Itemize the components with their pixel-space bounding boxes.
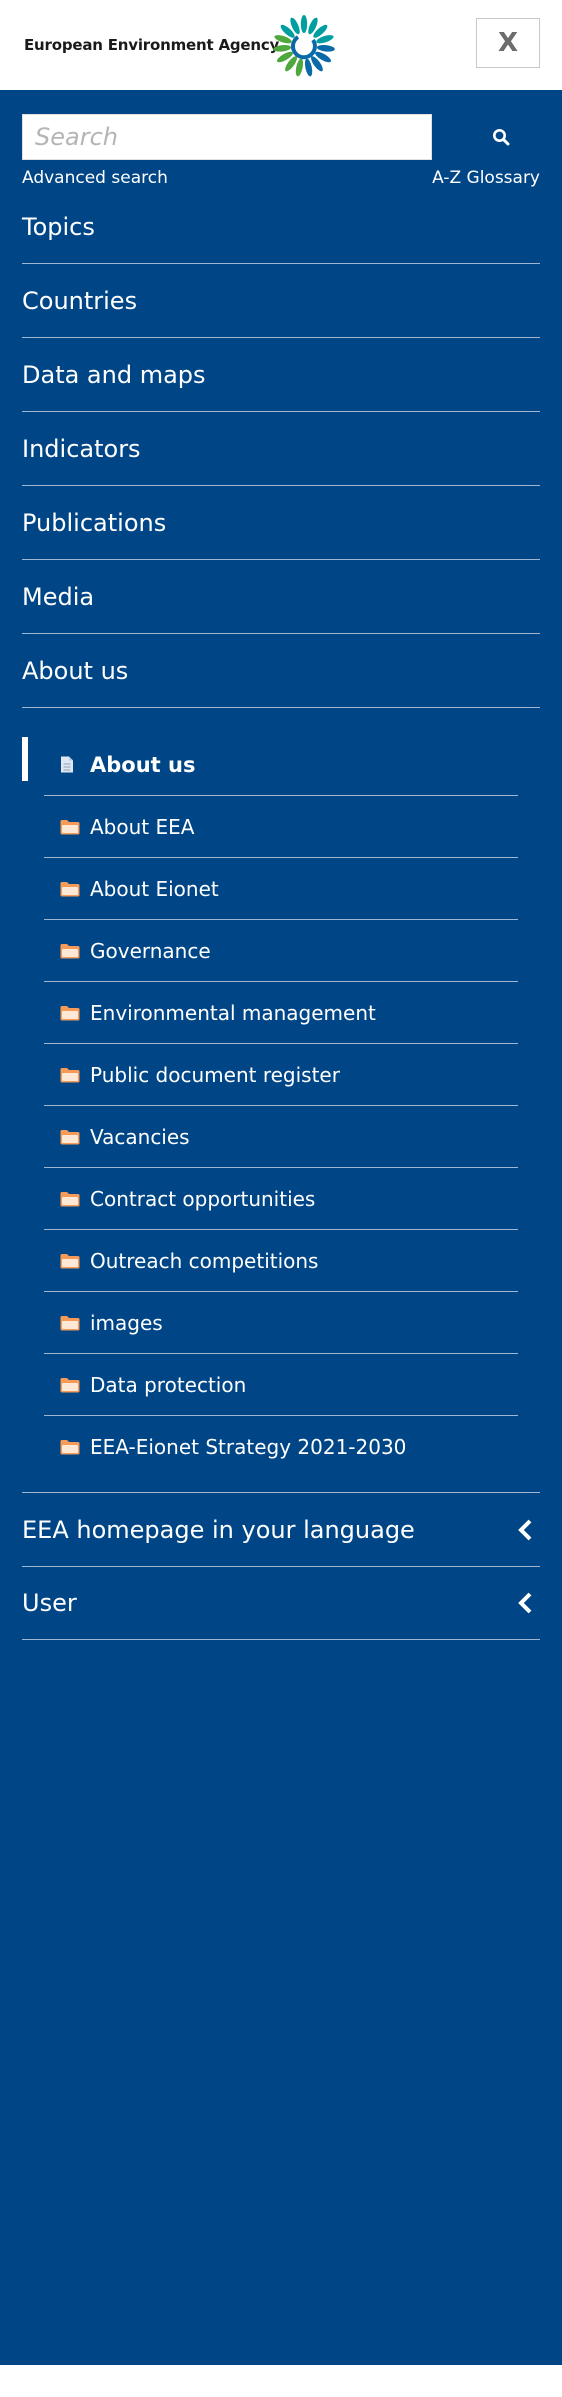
subnav-item-environmental-management[interactable]: Environmental management [44,982,518,1044]
nav-item-label: About us [22,656,129,685]
document-icon [60,756,82,774]
subnav-item-label: images [90,1310,163,1335]
page-footer-strip [0,2365,562,2397]
subnav-item-about-eea[interactable]: About EEA [44,796,518,858]
subnav-item-label: Public document register [90,1062,340,1087]
subnav-item-label: EEA-Eionet Strategy 2021-2030 [90,1435,407,1459]
chevron-left-icon[interactable] [516,1518,534,1542]
subnav-item-about-us[interactable]: About us [44,734,518,796]
folder-icon [60,880,82,898]
advanced-search-link[interactable]: Advanced search [22,168,168,188]
close-menu-button[interactable]: X [476,18,540,68]
nav-item-label: Topics [22,212,95,241]
search-bar [22,114,540,162]
main-nav: Topics Countries Data and maps Indicator… [22,190,540,708]
nav-item-label: Publications [22,508,167,537]
subnav-item-images[interactable]: images [44,1292,518,1354]
nav-item-eea-homepage-language[interactable]: EEA homepage in your language [22,1492,540,1566]
subnav-item-label: About EEA [90,814,195,839]
logo-text[interactable]: European Environment Agency [24,36,280,54]
subnav-item-label: Contract opportunities [90,1186,316,1211]
folder-icon [60,1066,82,1084]
folder-icon [60,1004,82,1022]
subnav-item-label: About Eionet [90,876,219,901]
nav-item-data-and-maps[interactable]: Data and maps [22,338,540,412]
secondary-nav: EEA homepage in your language User [22,1492,540,1640]
subnav-item-label: About us [90,752,196,777]
folder-icon [60,1190,82,1208]
folder-icon [60,818,82,836]
search-button[interactable] [462,114,540,160]
nav-item-label: Indicators [22,434,141,463]
nav-item-label: Media [22,582,95,611]
eea-logo-icon[interactable] [272,14,336,78]
navigation-panel: Advanced search A-Z Glossary Topics Coun… [0,90,562,2365]
nav-item-label: EEA homepage in your language [22,1515,415,1544]
search-links: Advanced search A-Z Glossary [22,168,540,192]
nav-item-label: User [22,1589,77,1617]
nav-item-user[interactable]: User [22,1566,540,1640]
nav-item-about-us[interactable]: About us [22,634,540,708]
glossary-link[interactable]: A-Z Glossary [432,168,540,188]
nav-item-topics[interactable]: Topics [22,190,540,264]
folder-icon [60,1128,82,1146]
subnav-item-label: Outreach competitions [90,1248,319,1273]
folder-icon [60,1376,82,1394]
subnav-item-label: Vacancies [90,1124,190,1149]
subnav-list: About us About EEA About Eionet Governan… [44,734,518,1478]
site-header: European Environment Agency [0,0,562,90]
search-input[interactable] [22,114,432,160]
subnav-item-label: Data protection [90,1372,247,1397]
nav-item-label: Data and maps [22,360,206,389]
subnav-item-eea-eionet-strategy[interactable]: EEA-Eionet Strategy 2021-2030 [44,1416,518,1478]
subnav-item-vacancies[interactable]: Vacancies [44,1106,518,1168]
subnav-item-label: Environmental management [90,1000,376,1025]
subnav-item-contract-opportunities[interactable]: Contract opportunities [44,1168,518,1230]
subnav-item-outreach-competitions[interactable]: Outreach competitions [44,1230,518,1292]
active-indicator [22,737,28,781]
nav-item-publications[interactable]: Publications [22,486,540,560]
subnav-item-data-protection[interactable]: Data protection [44,1354,518,1416]
subnav-item-about-eionet[interactable]: About Eionet [44,858,518,920]
search-icon [493,129,510,146]
folder-icon [60,1314,82,1332]
nav-item-indicators[interactable]: Indicators [22,412,540,486]
nav-item-media[interactable]: Media [22,560,540,634]
subnav-item-public-document-register[interactable]: Public document register [44,1044,518,1106]
subnav-item-label: Governance [90,938,211,963]
nav-item-label: Countries [22,286,138,315]
folder-icon [60,1438,82,1456]
chevron-left-icon[interactable] [516,1591,534,1615]
folder-icon [60,942,82,960]
folder-icon [60,1252,82,1270]
nav-item-countries[interactable]: Countries [22,264,540,338]
subnav-item-governance[interactable]: Governance [44,920,518,982]
